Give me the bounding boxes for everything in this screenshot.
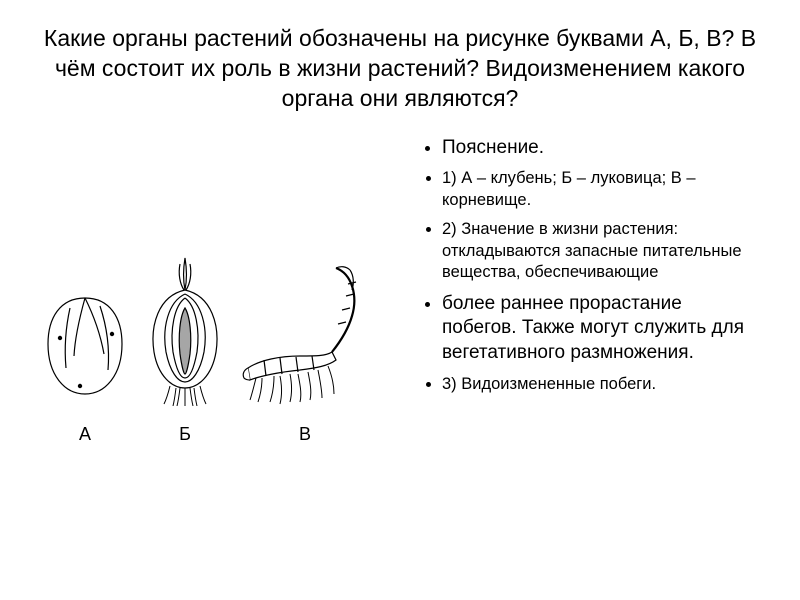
slide-body: А Б В Пояснение. 1) А – клубень; Б – лук…	[40, 136, 760, 576]
slide: Какие органы растений обозначены на рису…	[0, 0, 800, 600]
figure-images	[40, 246, 370, 406]
tuber-icon	[40, 286, 130, 406]
slide-title: Какие органы растений обозначены на рису…	[40, 24, 760, 114]
figure: А Б В	[40, 246, 370, 456]
list-item: 1) А – клубень; Б – луковица; В – корнев…	[442, 168, 760, 211]
explanation-panel: Пояснение. 1) А – клубень; Б – луковица;…	[410, 136, 760, 403]
bulb-icon	[140, 256, 230, 406]
list-item: более раннее прорастание побегов. Также …	[442, 292, 760, 366]
figure-panel: А Б В	[40, 136, 410, 456]
figure-labels: А Б В	[40, 424, 370, 445]
rhizome-icon	[240, 256, 370, 406]
list-item: 3) Видоизмененные побеги.	[442, 374, 760, 395]
list-item: Пояснение.	[442, 136, 760, 161]
label-b: Б	[140, 424, 230, 445]
label-a: А	[40, 424, 130, 445]
label-v: В	[240, 424, 370, 445]
list-item: 2) Значение в жизни растения: откладываю…	[442, 219, 760, 283]
bullet-list: Пояснение. 1) А – клубень; Б – луковица;…	[420, 136, 760, 395]
